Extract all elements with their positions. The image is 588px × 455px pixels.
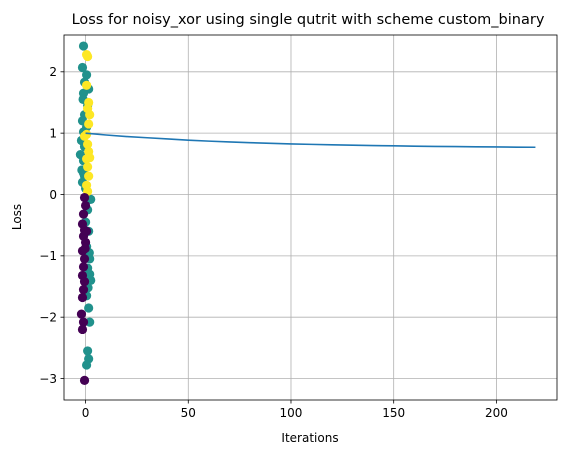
scatter-point — [80, 200, 91, 211]
scatter-point — [78, 317, 89, 327]
scatter-point — [81, 226, 92, 236]
scatter-point — [78, 262, 89, 272]
chart-title: Loss for noisy_xor using single qutrit w… — [72, 12, 545, 28]
x-axis-ticks: 0 50 100 150 200 — [82, 400, 508, 420]
scatter-point — [79, 375, 90, 385]
scatter-point — [83, 346, 93, 356]
scatter-point — [77, 292, 88, 303]
scatter-point — [85, 110, 95, 120]
scatter-point — [85, 269, 95, 279]
y-tick-label: 1 — [49, 126, 57, 140]
y-tick-label: 0 — [49, 188, 57, 202]
scatter-point — [81, 80, 92, 90]
grid — [64, 35, 557, 400]
scatter-point — [81, 70, 92, 80]
scatter-point — [80, 243, 90, 254]
scatter-point — [81, 360, 92, 370]
scatter-point — [77, 62, 88, 73]
scatter-point — [79, 277, 90, 287]
x-axis-title: Iterations — [281, 431, 338, 445]
series-line — [85, 132, 536, 149]
x-tick-label: 200 — [485, 406, 508, 420]
y-tick-label: −3 — [39, 372, 57, 386]
scatter-point — [84, 171, 94, 181]
scatter-point — [85, 153, 95, 163]
x-tick-label: 50 — [181, 406, 196, 420]
scatter-point — [79, 254, 90, 264]
x-tick-label: 0 — [82, 406, 90, 420]
x-tick-label: 150 — [382, 406, 405, 420]
loss-lines — [85, 132, 536, 149]
scatter-point — [83, 139, 93, 149]
scatter-point — [77, 324, 88, 335]
y-tick-label: −2 — [39, 310, 57, 324]
x-tick-label: 100 — [280, 406, 303, 420]
y-axis-title: Loss — [10, 204, 24, 230]
scatter-point — [84, 303, 94, 313]
plot-frame — [63, 34, 558, 401]
scatter-point — [83, 162, 93, 172]
scatter-point — [76, 309, 87, 319]
y-axis-ticks: −3 −2 −1 0 1 2 — [39, 65, 64, 386]
y-tick-label: 2 — [49, 65, 57, 79]
scatter-points — [75, 41, 96, 385]
scatter-point — [78, 41, 89, 51]
scatter-point — [78, 209, 89, 219]
scatter-point — [78, 284, 89, 295]
y-tick-label: −1 — [39, 249, 57, 263]
scatter-point — [79, 192, 90, 203]
scatter-point — [83, 51, 93, 62]
scatter-point — [84, 119, 94, 129]
